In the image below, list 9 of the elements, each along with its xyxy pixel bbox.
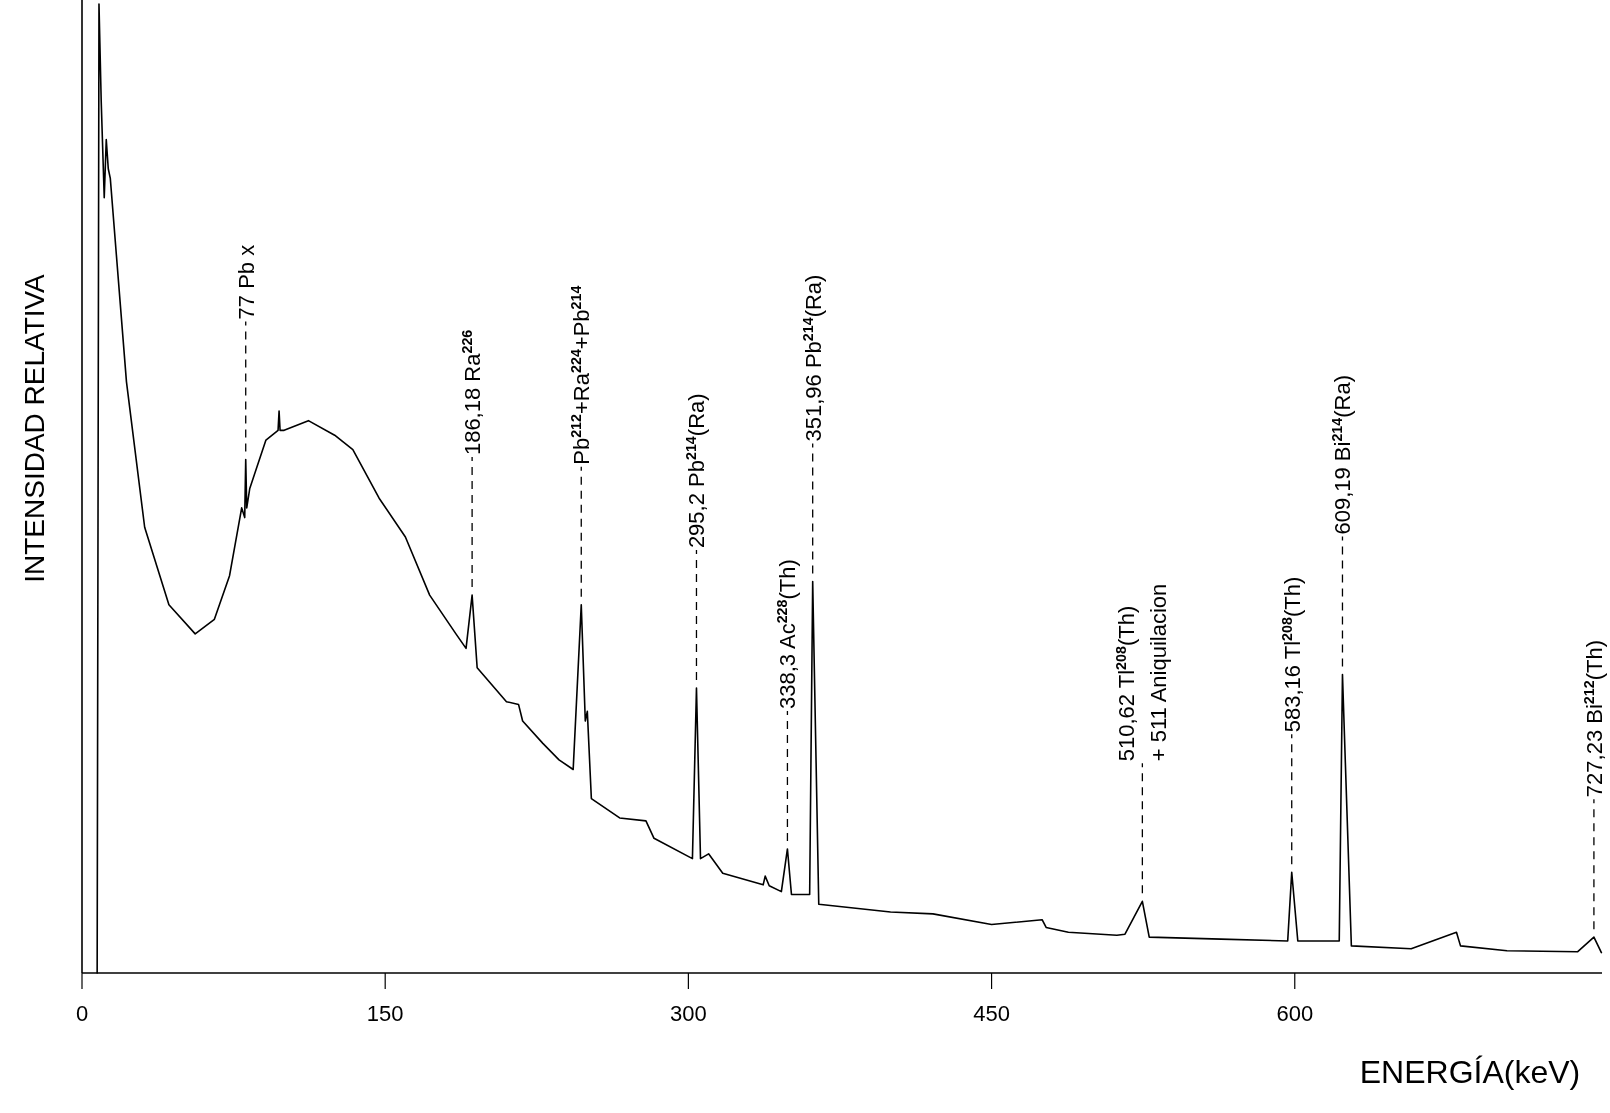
x-axis-title: ENERGÍA(keV): [1359, 1054, 1581, 1090]
y-axis-title: INTENSIDAD RELATIVA: [19, 273, 50, 583]
x-tick-label: 450: [973, 1001, 1010, 1026]
x-tick-label: 150: [366, 1001, 404, 1026]
annotation: 77 Pb x: [233, 244, 259, 320]
x-tick-label: 300: [670, 1001, 707, 1026]
x-tick-label: 600: [1276, 1001, 1314, 1026]
annotation: + 511 Aniquilacion: [1146, 583, 1172, 762]
x-tick-label: 0: [75, 1001, 89, 1026]
